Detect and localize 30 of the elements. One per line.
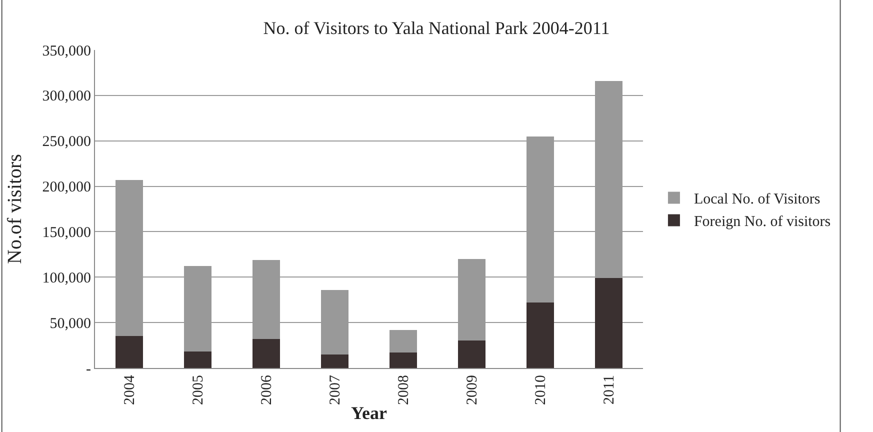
y-tick-label: 150,000 — [42, 224, 91, 241]
bar — [595, 278, 622, 368]
x-tick-label: 2011 — [602, 375, 618, 404]
bar — [390, 330, 417, 353]
legend-label: Local No. of Visitors — [694, 192, 820, 208]
y-tick-label: 100,000 — [42, 270, 91, 286]
y-tick-label: 250,000 — [42, 134, 91, 150]
legend-label: Foreign No. of visitors — [694, 214, 831, 230]
bar — [390, 352, 417, 368]
x-tick-label: 2010 — [533, 375, 550, 405]
y-axis-title: No.of visitors — [4, 154, 26, 264]
y-tick-label: 300,000 — [42, 88, 91, 105]
x-tick-label: 2008 — [396, 375, 412, 405]
x-axis-title: Year — [351, 403, 387, 424]
x-tick-label: 2007 — [328, 374, 344, 405]
x-tick-label: 2009 — [464, 375, 481, 405]
y-tick-label: 50,000 — [50, 316, 91, 332]
y-tick-label: - — [86, 361, 91, 378]
chart-title: No. of Visitors to Yala National Park 2004-2011 — [263, 18, 610, 38]
x-tick-label: 2004 — [122, 374, 138, 405]
y-tick-label: 200,000 — [42, 180, 91, 196]
bar — [252, 338, 280, 368]
y-tick-label: 350,000 — [42, 43, 91, 60]
x-tick-label: 2005 — [190, 375, 207, 405]
bar — [116, 336, 143, 368]
x-tick-label: 2006 — [259, 374, 276, 405]
bar — [526, 302, 554, 368]
bar — [321, 354, 348, 368]
bar — [184, 352, 212, 368]
bar — [458, 340, 486, 368]
